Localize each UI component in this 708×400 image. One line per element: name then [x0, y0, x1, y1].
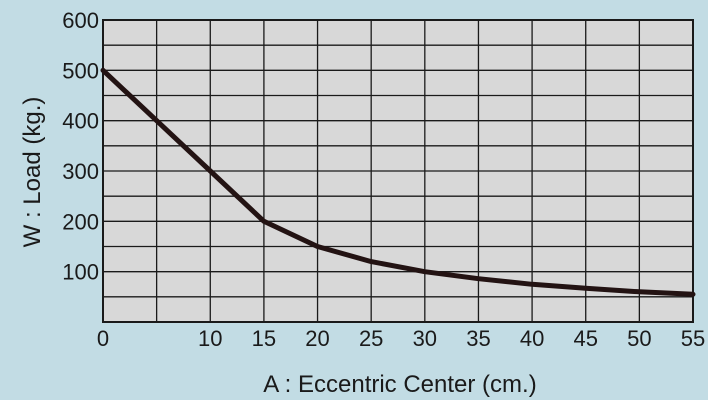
x-tick-label: 40 [520, 326, 544, 351]
y-axis-label: W : Load (kg.) [19, 97, 46, 248]
x-tick-label: 45 [573, 326, 597, 351]
grid-lines [103, 20, 693, 322]
load-curve [100, 67, 696, 297]
x-axis-ticks: 0 10 15 20 25 30 35 40 45 50 55 [97, 326, 705, 351]
y-tick-label: 500 [62, 58, 99, 83]
x-axis-label: A : Eccentric Center (cm.) [263, 371, 536, 398]
x-tick-label: 55 [681, 326, 705, 351]
y-tick-label: 200 [62, 209, 99, 234]
y-tick-label: 400 [62, 109, 99, 134]
x-tick-label: 50 [627, 326, 651, 351]
y-tick-label: 100 [62, 260, 99, 285]
x-tick-label: 0 [97, 326, 109, 351]
x-tick-label: 15 [252, 326, 276, 351]
x-tick-label: 10 [198, 326, 222, 351]
x-tick-label: 30 [413, 326, 437, 351]
x-tick-label: 35 [466, 326, 490, 351]
y-axis-ticks: 100 200 300 400 500 600 [62, 8, 99, 285]
x-tick-label: 20 [305, 326, 329, 351]
y-tick-label: 600 [62, 8, 99, 33]
x-tick-label: 25 [359, 326, 383, 351]
y-tick-label: 300 [62, 159, 99, 184]
